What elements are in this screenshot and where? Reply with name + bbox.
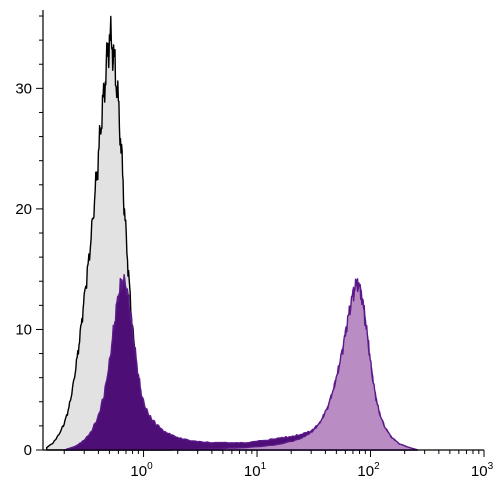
y-tick-label: 10 (15, 321, 32, 338)
axes-layer (42, 10, 484, 451)
series-layer (46, 15, 419, 451)
y-tick-label: 30 (15, 80, 32, 97)
y-tick-label: 20 (15, 201, 32, 218)
histogram-series-3 (177, 278, 419, 451)
x-tick-label: 103 (471, 461, 494, 480)
ticks-layer: 0 10 20 30 100 101 102 103 (15, 15, 494, 480)
x-tick-label: 102 (357, 461, 380, 480)
y-tick-label: 0 (24, 442, 32, 459)
x-tick-label: 100 (130, 461, 153, 480)
x-tick-label: 101 (244, 461, 267, 480)
